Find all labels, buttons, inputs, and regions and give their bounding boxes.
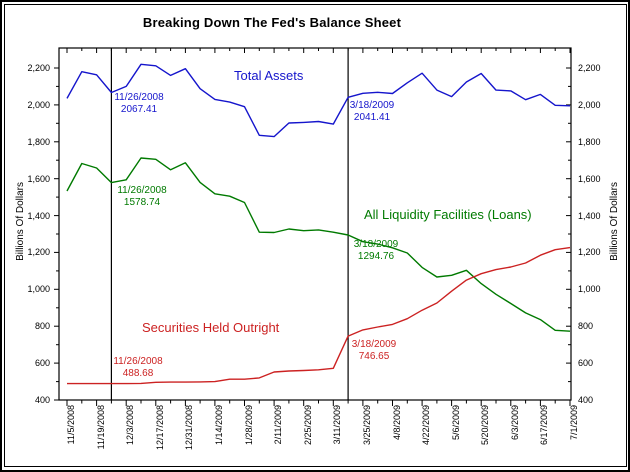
series-line-total-assets <box>66 63 571 138</box>
annotation-value: 2067.41 <box>120 104 158 115</box>
y-tick-label-right: 1,600 <box>578 174 601 184</box>
chart-title: Breaking Down The Fed's Balance Sheet <box>142 15 402 30</box>
y-tick-label-left: 1,600 <box>27 174 50 184</box>
y-tick-label-left: 400 <box>34 395 50 405</box>
x-tick-label: 1/14/2009 <box>213 405 224 446</box>
y-tick-label-right: 600 <box>578 358 594 368</box>
x-tick-label: 3/11/2009 <box>332 405 343 445</box>
y-tick-label-left: 600 <box>34 358 50 368</box>
annotation-date: 11/26/2008 <box>117 185 167 196</box>
y-tick-label-right: 2,000 <box>578 100 601 110</box>
annotation-value: 488.68 <box>122 368 154 379</box>
annotation-date: 11/26/2008 <box>114 92 164 103</box>
series-line-securities-held-outright <box>67 246 571 385</box>
x-tick-label: 4/22/2009 <box>421 405 432 446</box>
annotation-securities-nov: 11/26/2008 488.68 <box>109 356 167 380</box>
y-tick-label-left: 800 <box>34 321 50 331</box>
annotation-date: 3/18/2009 <box>351 339 397 350</box>
x-tick-label: 6/17/2009 <box>539 405 550 446</box>
x-tick-label: 3/25/2009 <box>361 405 372 446</box>
series-label-total-assets: Total Assets <box>234 68 304 83</box>
x-tick-label: 5/20/2009 <box>480 405 491 446</box>
x-tick-label: 12/3/2008 <box>125 405 136 446</box>
annotation-date: 11/26/2008 <box>113 356 163 367</box>
y-tick-label-left: 1,000 <box>27 284 50 294</box>
annotation-value: 1578.74 <box>123 197 161 208</box>
series-line-all-liquidity-facilities-loans <box>66 157 571 332</box>
x-tick-label: 6/3/2009 <box>509 405 520 441</box>
y-tick-label-right: 2,200 <box>578 63 601 73</box>
annotation-total-assets-nov: 11/26/2008 2067.41 <box>110 92 168 116</box>
x-tick-label: 11/19/2008 <box>95 405 106 450</box>
y-axis-title-left: Billions Of Dollars <box>15 182 26 261</box>
y-tick-label-right: 1,200 <box>578 247 601 257</box>
y-tick-label-right: 1,800 <box>578 137 601 147</box>
x-tick-label: 2/25/2009 <box>302 405 313 446</box>
series-label-securities-held: Securities Held Outright <box>142 320 280 335</box>
y-tick-label-right: 1,000 <box>578 284 601 294</box>
annotation-value: 746.65 <box>358 351 390 362</box>
y-tick-label-right: 800 <box>578 321 594 331</box>
annotation-liquidity-nov: 11/26/2008 1578.74 <box>113 185 171 209</box>
x-tick-label: 1/28/2009 <box>243 405 254 446</box>
annotation-securities-mar: 3/18/2009 746.65 <box>345 339 403 363</box>
x-tick-label: 4/8/2009 <box>391 405 402 441</box>
y-tick-label-left: 1,400 <box>27 211 50 221</box>
y-tick-label-left: 2,200 <box>27 63 50 73</box>
x-tick-label: 12/31/2008 <box>184 405 195 451</box>
x-tick-label: 12/17/2008 <box>154 405 165 451</box>
annotation-value: 1294.76 <box>357 251 395 262</box>
annotation-date: 3/18/2009 <box>353 239 399 250</box>
x-tick-label: 11/5/2008 <box>66 405 76 445</box>
x-tick-label: 5/6/2009 <box>450 405 461 441</box>
y-tick-label-left: 1,200 <box>27 247 50 257</box>
y-tick-label-right: 1,400 <box>578 211 601 221</box>
y-tick-label-right: 400 <box>578 395 594 405</box>
y-axis-title-right: Billions Of Dollars <box>609 182 620 261</box>
y-tick-label-left: 2,000 <box>27 100 50 110</box>
x-tick-label: 7/1/2009 <box>569 405 579 441</box>
series-label-liquidity-facilities: All Liquidity Facilities (Loans) <box>364 207 532 222</box>
y-tick-label-left: 1,800 <box>27 137 50 147</box>
annotation-total-assets-mar: 3/18/2009 2041.41 <box>343 100 401 124</box>
x-tick-label: 2/11/2009 <box>273 405 284 445</box>
annotation-value: 2041.41 <box>353 112 391 123</box>
annotation-liquidity-mar: 3/18/2009 1294.76 <box>347 239 405 263</box>
annotation-date: 3/18/2009 <box>349 100 395 111</box>
